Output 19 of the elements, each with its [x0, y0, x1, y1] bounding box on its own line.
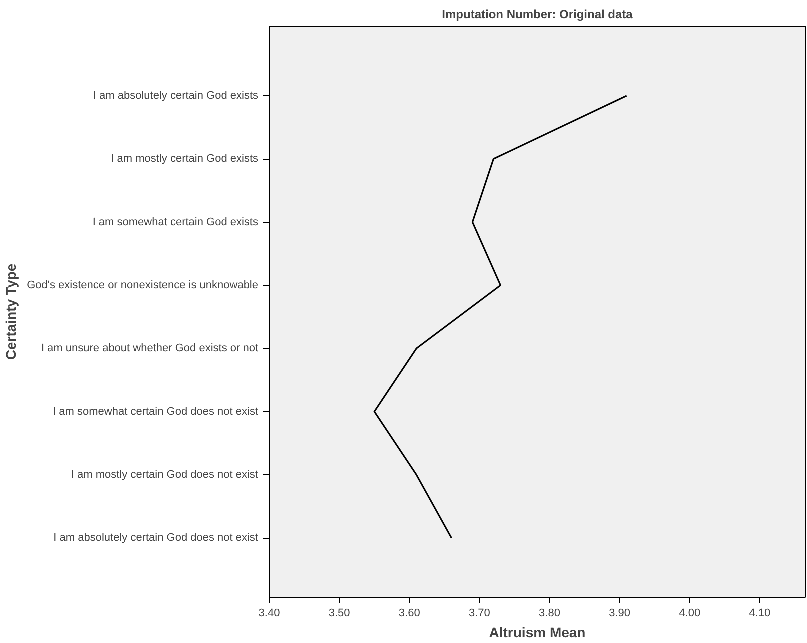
- x-tick-label: 3.90: [609, 608, 631, 620]
- y-axis-title: Certainty Type: [3, 264, 20, 360]
- y-tick-label: I am somewhat certain God does not exist: [53, 406, 259, 418]
- x-tick-label: 3.60: [398, 608, 420, 620]
- x-axis-title: Altruism Mean: [489, 624, 586, 640]
- y-tick-label: I am unsure about whether God exists or not: [41, 342, 258, 355]
- y-tick-label: I am somewhat certain God exists: [92, 216, 259, 228]
- x-tick-label: 4.00: [679, 608, 701, 620]
- x-tick-label: 3.50: [328, 608, 350, 620]
- y-tick-label: I am mostly certain God does not exist: [71, 468, 259, 481]
- x-tick-label: 3.70: [468, 608, 490, 620]
- y-tick-label: God's existence or nonexistence is unknowable: [27, 279, 259, 292]
- y-tick-label: I am absolutely certain God exists: [93, 90, 259, 102]
- y-tick-label: I am absolutely certain God does not exist: [54, 532, 259, 544]
- x-tick-label: 3.40: [258, 608, 280, 620]
- y-tick-label: I am mostly certain God exists: [111, 153, 259, 166]
- x-tick-label: 3.80: [539, 608, 560, 620]
- x-tick-label: 4.10: [749, 608, 771, 620]
- chart-title: Imputation Number: Original data: [442, 8, 634, 22]
